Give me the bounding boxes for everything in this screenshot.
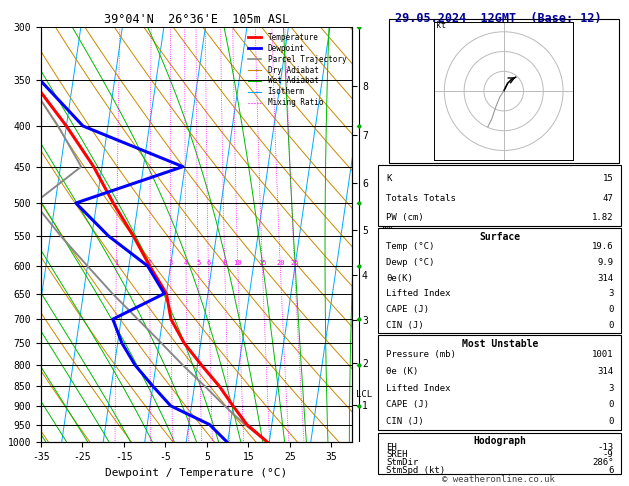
Text: 15: 15 (258, 260, 267, 266)
Text: PW (cm): PW (cm) (386, 213, 424, 222)
Title: 39°04'N  26°36'E  105m ASL: 39°04'N 26°36'E 105m ASL (104, 13, 289, 26)
Text: 20: 20 (276, 260, 284, 266)
Text: 3: 3 (608, 289, 613, 298)
Text: Surface: Surface (479, 232, 520, 243)
Text: θe(K): θe(K) (386, 274, 413, 283)
Text: © weatheronline.co.uk: © weatheronline.co.uk (442, 474, 555, 484)
Bar (379, 165, 621, 226)
Text: θe (K): θe (K) (386, 367, 418, 376)
Legend: Temperature, Dewpoint, Parcel Trajectory, Dry Adiabat, Wet Adiabat, Isotherm, Mi: Temperature, Dewpoint, Parcel Trajectory… (245, 31, 348, 109)
Text: 19.6: 19.6 (592, 243, 613, 251)
Text: Hodograph: Hodograph (474, 436, 526, 447)
Text: 4: 4 (184, 260, 188, 266)
Text: LCL: LCL (355, 390, 372, 399)
Text: 0: 0 (608, 400, 613, 409)
Text: Dewp (°C): Dewp (°C) (386, 258, 435, 267)
Text: -13: -13 (597, 443, 613, 451)
Text: 314: 314 (597, 274, 613, 283)
Text: StmDir: StmDir (386, 458, 418, 467)
Text: Lifted Index: Lifted Index (386, 383, 451, 393)
Text: 1.82: 1.82 (592, 213, 613, 222)
Text: Lifted Index: Lifted Index (386, 289, 451, 298)
Text: 286°: 286° (592, 458, 613, 467)
Text: StmSpd (kt): StmSpd (kt) (386, 466, 445, 474)
Text: 6: 6 (206, 260, 211, 266)
Text: 1001: 1001 (592, 350, 613, 359)
Text: kt: kt (437, 21, 447, 30)
Text: K: K (386, 174, 392, 183)
Text: 3: 3 (608, 383, 613, 393)
Text: 47: 47 (603, 194, 613, 203)
Text: Temp (°C): Temp (°C) (386, 243, 435, 251)
Bar (379, 433, 621, 474)
Text: 10: 10 (233, 260, 242, 266)
Text: 29.05.2024  12GMT  (Base: 12): 29.05.2024 12GMT (Base: 12) (395, 12, 602, 25)
Text: CIN (J): CIN (J) (386, 417, 424, 426)
Bar (379, 228, 621, 333)
X-axis label: Dewpoint / Temperature (°C): Dewpoint / Temperature (°C) (106, 468, 287, 478)
Text: 314: 314 (597, 367, 613, 376)
Text: 1: 1 (114, 260, 118, 266)
Text: CIN (J): CIN (J) (386, 321, 424, 330)
Bar (379, 335, 621, 430)
Text: 3: 3 (169, 260, 173, 266)
Y-axis label: km
ASL: km ASL (379, 224, 396, 245)
Text: Pressure (mb): Pressure (mb) (386, 350, 456, 359)
Text: CAPE (J): CAPE (J) (386, 400, 429, 409)
Text: -9: -9 (603, 450, 613, 459)
Bar (389, 19, 618, 163)
Text: 25: 25 (290, 260, 299, 266)
Text: 8: 8 (223, 260, 227, 266)
Text: 0: 0 (608, 417, 613, 426)
Text: Mixing Ratio (g/kg): Mixing Ratio (g/kg) (382, 183, 391, 286)
Text: 15: 15 (603, 174, 613, 183)
Text: 0: 0 (608, 305, 613, 314)
Text: Totals Totals: Totals Totals (386, 194, 456, 203)
Y-axis label: hPa: hPa (0, 225, 2, 244)
Text: 9.9: 9.9 (597, 258, 613, 267)
Text: EH: EH (386, 443, 397, 451)
Text: 6: 6 (608, 466, 613, 474)
Text: Most Unstable: Most Unstable (462, 339, 538, 349)
Text: SREH: SREH (386, 450, 408, 459)
Text: 0: 0 (608, 321, 613, 330)
Text: CAPE (J): CAPE (J) (386, 305, 429, 314)
Text: 5: 5 (196, 260, 200, 266)
Text: 2: 2 (148, 260, 152, 266)
